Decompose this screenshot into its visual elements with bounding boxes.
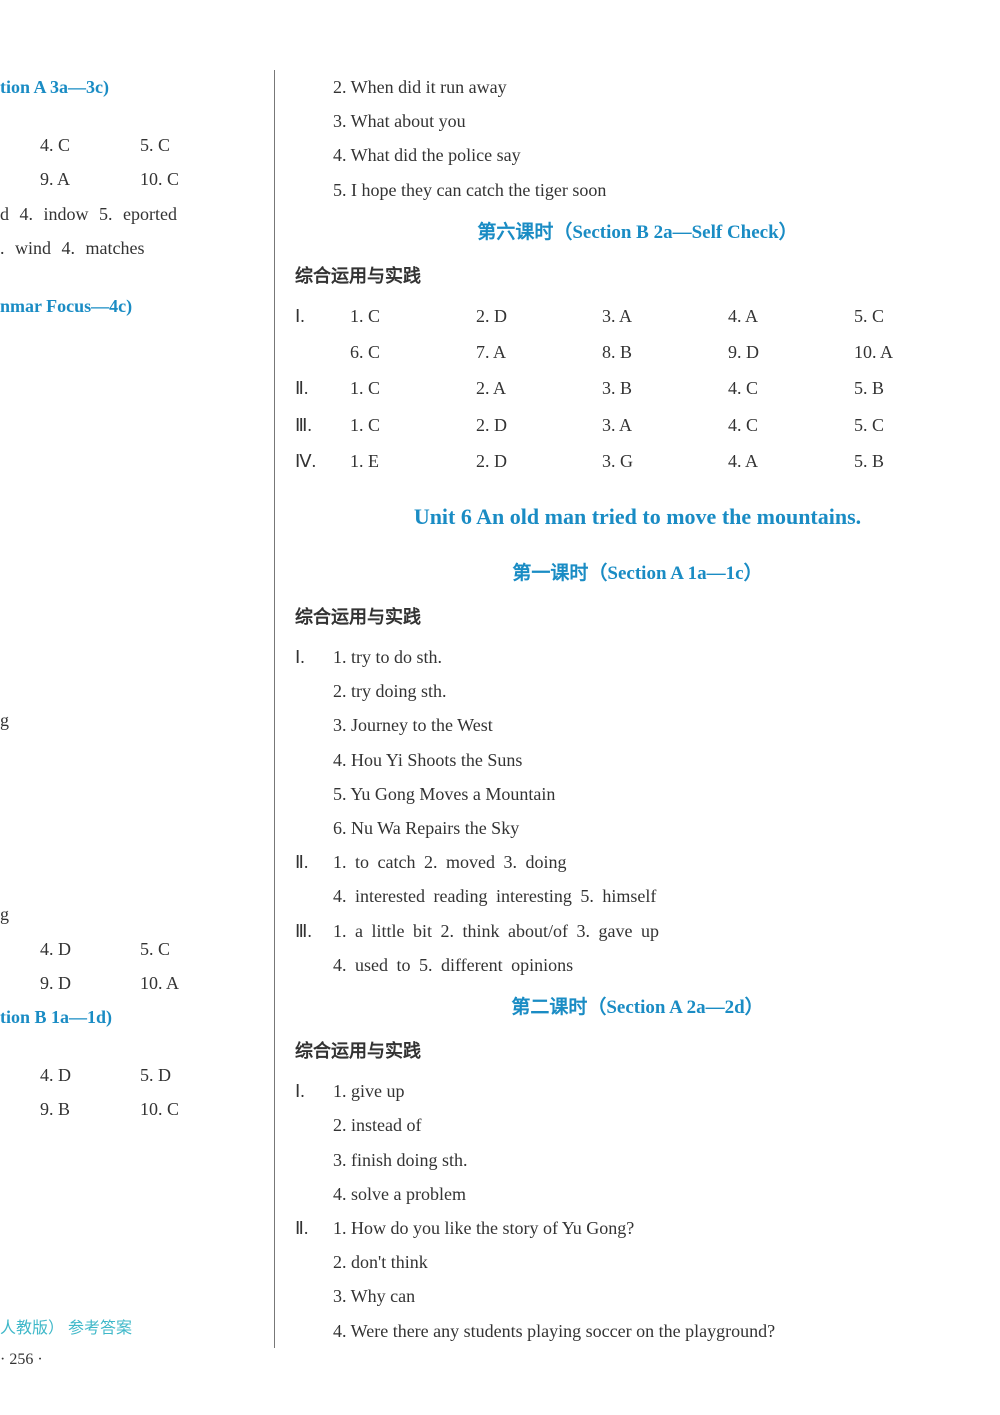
group-II-2: Ⅱ. 1. How do you like the story of Yu Go…: [295, 1211, 980, 1348]
list-item: 5. I hope they can catch the tiger soon: [333, 173, 980, 207]
footer: 人教版） 参考答案 · 256 ·: [0, 1314, 132, 1375]
list-item: 3. What about you: [333, 104, 980, 138]
list-item: 4. What did the police say: [333, 138, 980, 172]
practice-label: 综合运用与实践: [295, 600, 980, 634]
left-row: 4. D 5. C: [0, 932, 274, 966]
left-row: 9. D 10. A: [0, 966, 274, 1000]
lesson-heading-6: 第六课时（Section B 2a—Self Check）: [295, 215, 980, 251]
left-row: . wind 4. matches: [0, 231, 274, 265]
roman-numeral: Ⅲ.: [295, 914, 333, 948]
left-row: 9. A 10. C: [0, 162, 274, 196]
roman-numeral: Ⅱ.: [295, 1211, 333, 1245]
group-I-2: Ⅰ. 1. give up 2. instead of 3. finish do…: [295, 1074, 980, 1211]
page-number: · 256 ·: [0, 1345, 132, 1375]
roman-numeral: Ⅰ.: [295, 640, 333, 674]
left-row: g: [0, 897, 274, 931]
list-item: 2. When did it run away: [333, 70, 980, 104]
right-column: 2. When did it run away 3. What about yo…: [275, 70, 1000, 1348]
practice-label: 综合运用与实践: [295, 259, 980, 293]
group-II: Ⅱ. 1. to catch 2. moved 3. doing 4. inte…: [295, 845, 980, 913]
footer-edition: 人教版） 参考答案: [0, 1314, 132, 1344]
left-heading-2: nmar Focus—4c): [0, 289, 274, 323]
unit-title: Unit 6 An old man tried to move the moun…: [295, 496, 980, 538]
lesson-heading-1: 第一课时（Section A 1a—1c）: [295, 556, 980, 592]
lesson-heading-2: 第二课时（Section A 2a—2d）: [295, 990, 980, 1026]
left-row: 4. C 5. C: [0, 128, 274, 162]
left-row: g: [0, 703, 274, 737]
left-row: 4. D 5. D: [0, 1058, 274, 1092]
group-III: Ⅲ. 1. a little bit 2. think about/of 3. …: [295, 914, 980, 982]
roman-numeral: Ⅱ.: [295, 845, 333, 879]
left-column: tion A 3a—3c) 4. C 5. C 9. A 10. C d 4. …: [0, 70, 275, 1348]
left-row: d 4. indow 5. eported: [0, 197, 274, 231]
answer-grid: Ⅰ. 1. C 2. D 3. A 4. A 5. C 6. C 7. A 8.…: [295, 299, 980, 478]
practice-label: 综合运用与实践: [295, 1034, 980, 1068]
group-I: Ⅰ. 1. try to do sth. 2. try doing sth. 3…: [295, 640, 980, 845]
left-heading-1: tion A 3a—3c): [0, 70, 274, 104]
left-row: 9. B 10. C: [0, 1092, 274, 1126]
roman-numeral: Ⅰ.: [295, 1074, 333, 1108]
left-heading-3: tion B 1a—1d): [0, 1000, 274, 1034]
